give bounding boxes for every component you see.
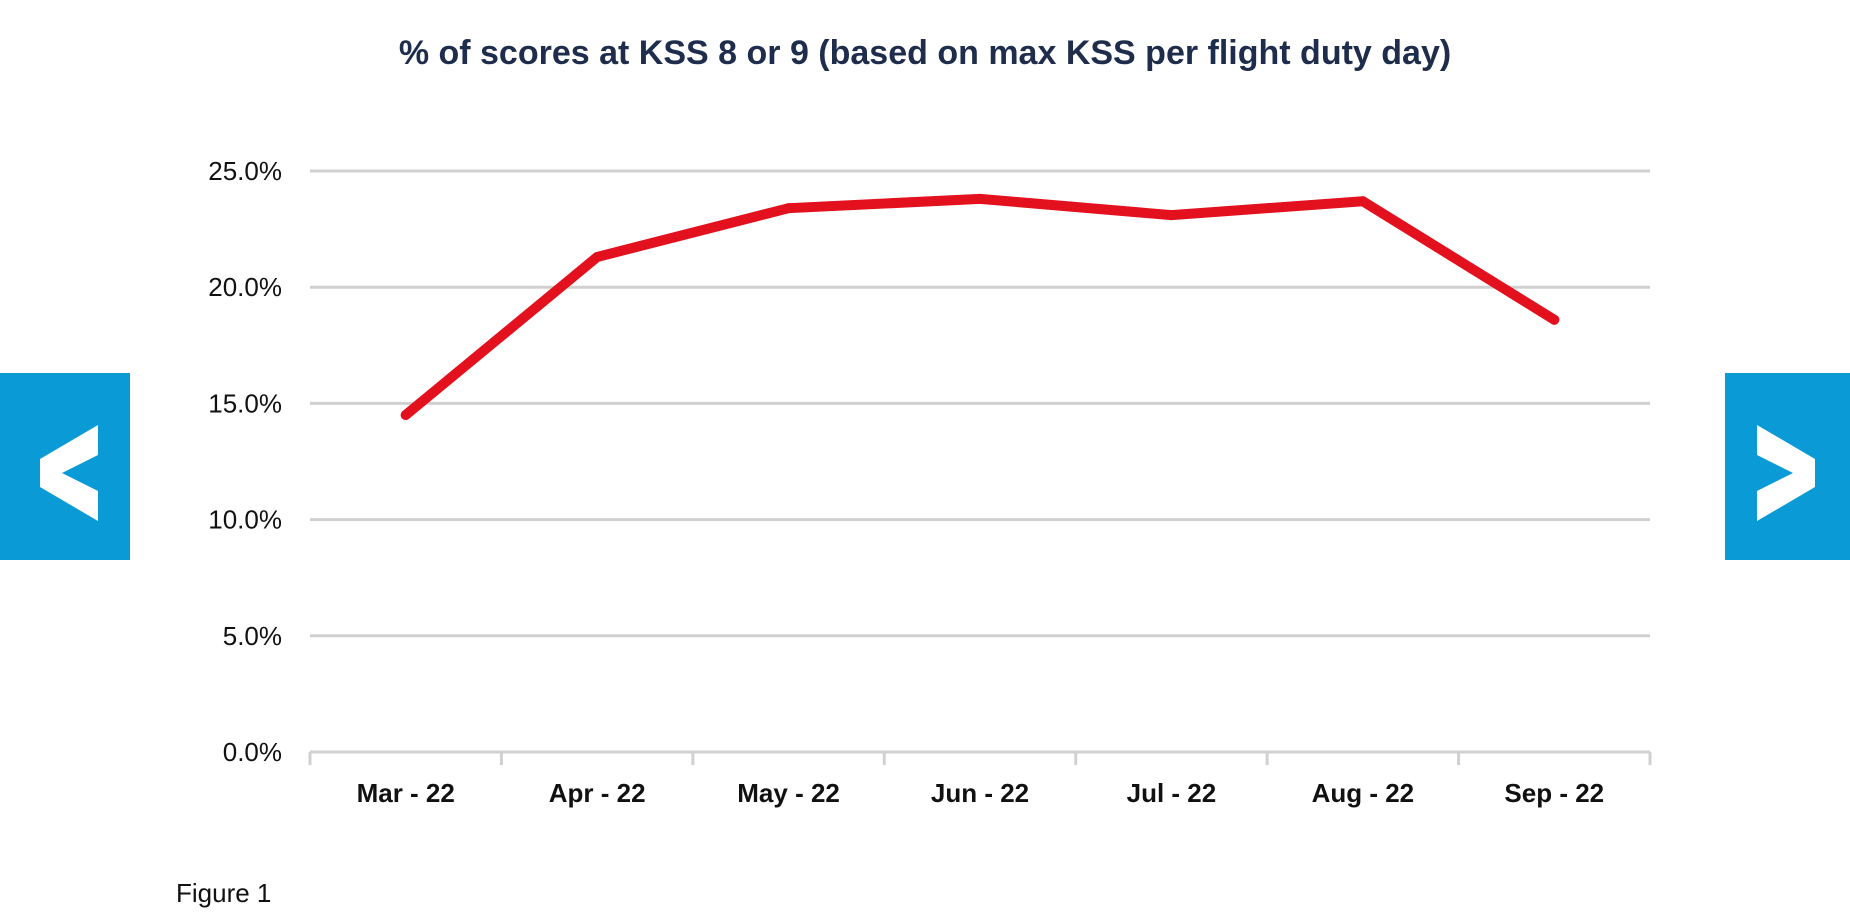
x-tick-label: May - 22 (737, 778, 840, 808)
data-point (400, 410, 411, 421)
x-tick-label: Apr - 22 (549, 778, 646, 808)
x-tick-label: Sep - 22 (1504, 778, 1604, 808)
previous-figure-button[interactable] (0, 373, 130, 560)
y-tick-label: 10.0% (208, 505, 282, 535)
y-tick-label: 5.0% (223, 621, 282, 651)
x-tick-label: Jul - 22 (1127, 778, 1217, 808)
data-point (592, 251, 603, 262)
chevron-right-icon (1757, 425, 1815, 521)
chart-title: % of scores at KSS 8 or 9 (based on max … (398, 34, 1452, 72)
gridlines (310, 169, 1650, 638)
y-tick-labels: 0.0% 5.0% 10.0% 15.0% 20.0% 25.0% (208, 156, 282, 767)
y-tick-label: 20.0% (208, 272, 282, 302)
x-tick-label: Mar - 22 (357, 778, 455, 808)
figure-caption: Figure 1 (176, 878, 272, 908)
data-point (783, 203, 794, 214)
x-axis (308, 750, 1652, 765)
chevron-left-icon (40, 425, 98, 521)
series-line (400, 193, 1560, 421)
series-layer (400, 193, 1560, 421)
y-tick-label: 15.0% (208, 388, 282, 418)
data-point (1549, 314, 1560, 325)
x-tick-label: Jun - 22 (931, 778, 1029, 808)
x-tick-label: Aug - 22 (1312, 778, 1415, 808)
x-tick-labels: Mar - 22 Apr - 22 May - 22 Jun - 22 Jul - 22… (357, 778, 1605, 808)
data-point (1166, 210, 1177, 221)
data-point (1357, 196, 1368, 207)
data-point (975, 193, 985, 204)
y-tick-label: 25.0% (208, 156, 282, 186)
next-figure-button[interactable] (1725, 373, 1850, 560)
y-tick-label: 0.0% (223, 737, 282, 767)
